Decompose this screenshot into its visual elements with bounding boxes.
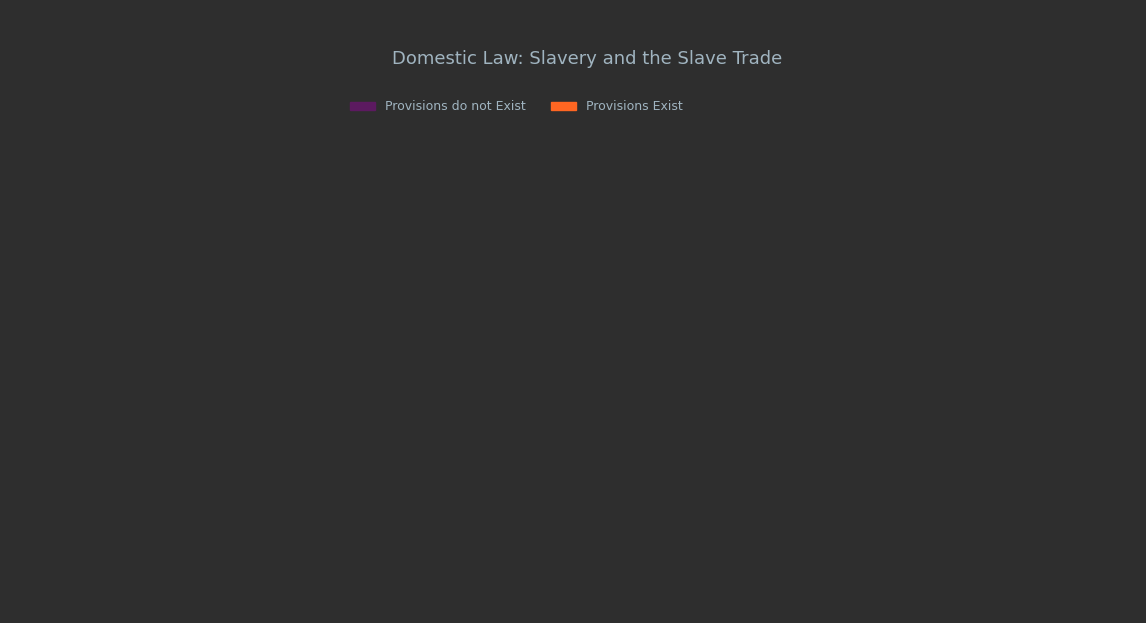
Legend: Provisions do not Exist, Provisions Exist: Provisions do not Exist, Provisions Exis… <box>345 95 688 118</box>
Title: Domestic Law: Slavery and the Slave Trade: Domestic Law: Slavery and the Slave Trad… <box>392 50 783 68</box>
